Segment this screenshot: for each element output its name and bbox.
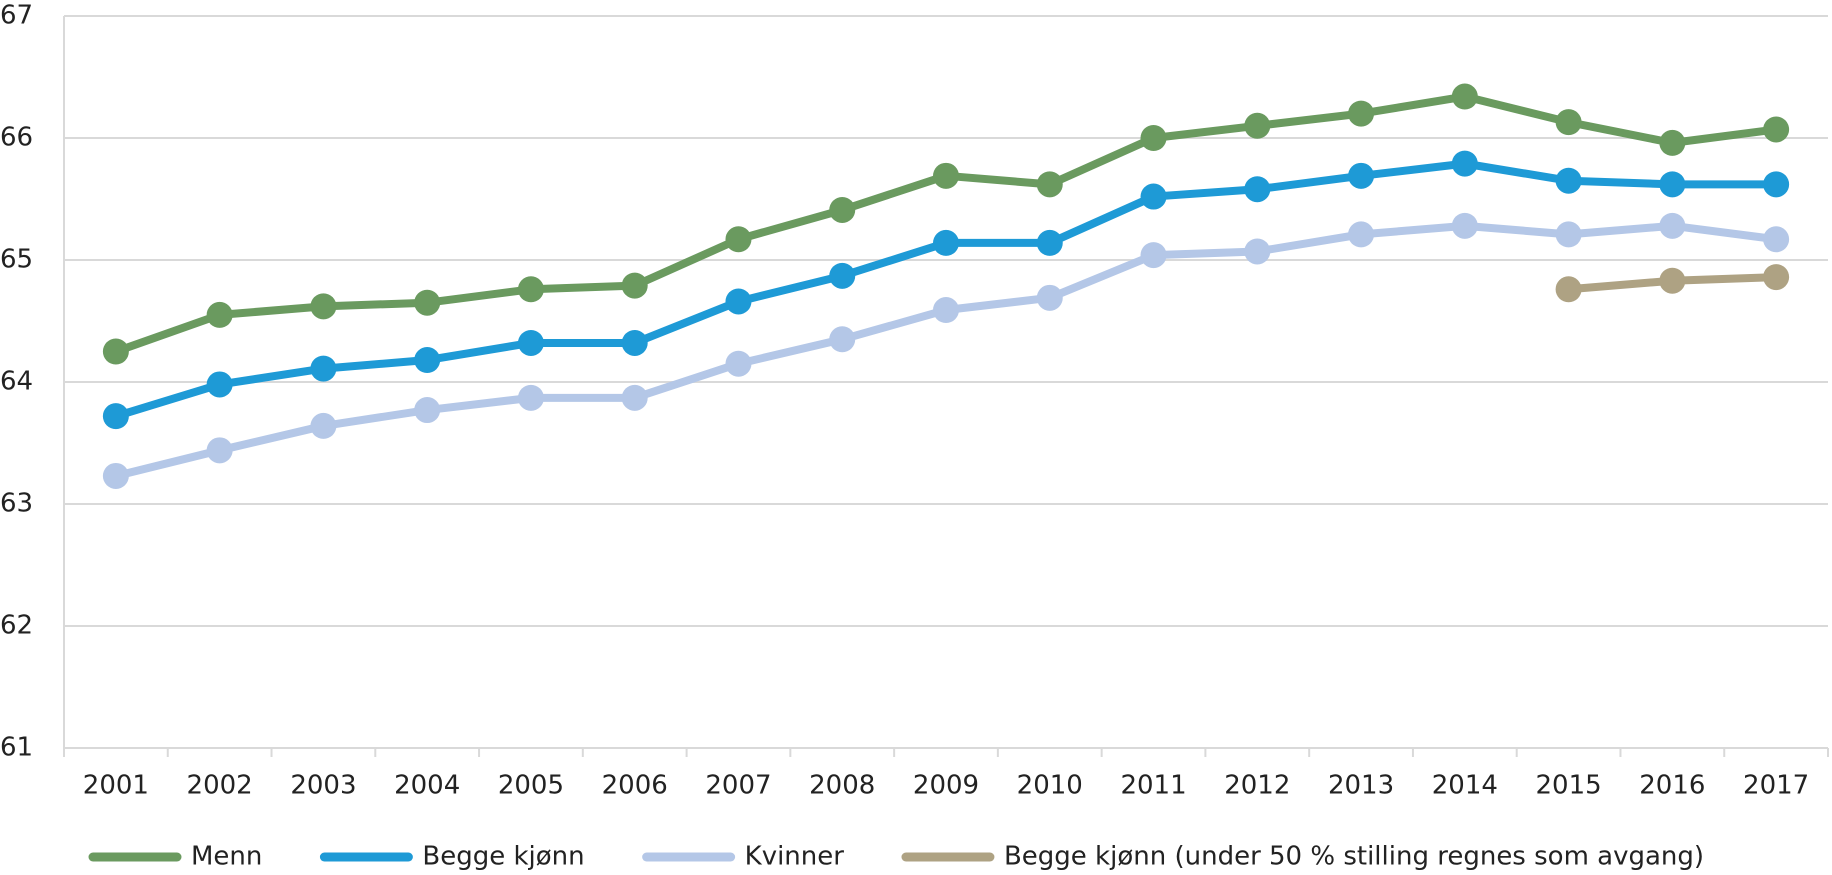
data-point	[1348, 221, 1375, 248]
data-point	[621, 329, 648, 356]
data-point	[1140, 242, 1167, 269]
data-point	[414, 397, 441, 424]
y-tick-label: 62	[0, 611, 33, 641]
data-point	[1244, 112, 1271, 139]
y-tick-label: 65	[0, 245, 33, 275]
series-line	[114, 221, 1777, 480]
y-tick-label: 64	[0, 367, 33, 397]
x-tick-label: 2006	[602, 771, 668, 801]
x-tick-label: 2012	[1224, 771, 1290, 801]
data-point	[1036, 171, 1063, 198]
data-point	[621, 272, 648, 299]
data-point	[1763, 171, 1790, 198]
data-point	[1659, 171, 1686, 198]
y-tick-label: 66	[0, 123, 33, 153]
data-point	[102, 338, 129, 365]
data-point	[1763, 226, 1790, 253]
x-tick-label: 2004	[394, 771, 460, 801]
data-point	[933, 229, 959, 256]
data-point	[102, 462, 129, 489]
legend-label: Menn	[191, 842, 262, 872]
data-point	[1659, 212, 1686, 239]
data-point	[829, 262, 856, 289]
x-tick-label: 2002	[187, 771, 253, 801]
data-point	[517, 384, 544, 411]
x-tick-label: 2005	[498, 771, 564, 801]
data-point	[1659, 267, 1686, 294]
data-point	[1451, 212, 1478, 239]
data-point	[206, 301, 233, 328]
data-point	[102, 403, 129, 430]
data-point	[1555, 167, 1582, 194]
y-tick-label: 67	[0, 1, 33, 31]
data-point	[1451, 150, 1478, 177]
data-point	[206, 437, 233, 464]
data-point	[1763, 264, 1790, 291]
y-tick-label: 61	[0, 733, 33, 763]
y-tick-label: 63	[0, 489, 33, 519]
series-line	[114, 159, 1777, 420]
x-tick-label: 2003	[290, 771, 356, 801]
x-tick-label: 2017	[1743, 771, 1809, 801]
data-point	[1348, 100, 1375, 127]
data-point	[725, 350, 752, 377]
x-tick-label: 2015	[1536, 771, 1602, 801]
x-tick-label: 2009	[913, 771, 979, 801]
data-point	[310, 412, 337, 439]
legend-label: Begge kjønn	[422, 842, 584, 872]
data-point	[725, 226, 752, 253]
x-tick-label: 2011	[1120, 771, 1186, 801]
data-point	[414, 289, 441, 316]
data-point	[1555, 276, 1582, 303]
data-point	[1140, 183, 1167, 210]
data-point	[1451, 83, 1478, 110]
x-tick-label: 2013	[1328, 771, 1394, 801]
data-point	[1555, 109, 1582, 136]
data-point	[517, 329, 544, 356]
data-point	[1555, 221, 1582, 248]
data-point	[517, 276, 544, 303]
legend-label: Begge kjønn (under 50 % stilling regnes …	[1004, 842, 1704, 872]
data-point	[1244, 238, 1271, 265]
data-point	[1244, 176, 1271, 203]
data-point	[933, 162, 959, 189]
data-point	[206, 371, 233, 398]
x-tick-label: 2007	[705, 771, 771, 801]
data-point	[1036, 284, 1063, 311]
data-point	[1348, 162, 1375, 189]
legend-label: Kvinner	[745, 842, 845, 872]
data-point	[1140, 125, 1167, 151]
data-point	[1763, 116, 1790, 143]
data-point	[829, 196, 856, 223]
data-point	[933, 297, 959, 324]
x-tick-label: 2016	[1639, 771, 1705, 801]
data-point	[725, 288, 752, 315]
data-point	[621, 384, 648, 411]
x-tick-label: 2010	[1017, 771, 1083, 801]
data-point	[1036, 229, 1063, 256]
x-tick-label: 2008	[809, 771, 875, 801]
x-tick-label: 2014	[1432, 771, 1498, 801]
data-point	[829, 326, 856, 353]
data-point	[310, 355, 337, 382]
data-point	[310, 293, 337, 320]
data-point	[414, 347, 441, 374]
data-point	[1659, 129, 1686, 156]
x-tick-label: 2001	[83, 771, 149, 801]
